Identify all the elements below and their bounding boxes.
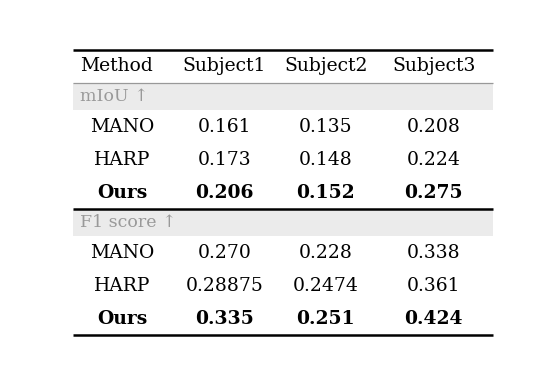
Text: 0.335: 0.335	[195, 310, 253, 328]
Text: 0.338: 0.338	[407, 244, 460, 262]
Text: HARP: HARP	[94, 150, 151, 169]
Text: 0.208: 0.208	[407, 118, 461, 136]
Text: 0.228: 0.228	[299, 244, 353, 262]
Text: MANO: MANO	[91, 118, 155, 136]
Bar	[73, 236, 492, 269]
Text: 0.28875: 0.28875	[185, 277, 263, 295]
Text: 0.173: 0.173	[198, 150, 251, 169]
Text: 0.424: 0.424	[405, 310, 463, 328]
Bar	[73, 176, 492, 209]
Text: 0.148: 0.148	[299, 150, 353, 169]
Bar	[73, 83, 492, 110]
Bar	[73, 302, 492, 335]
Text: MANO: MANO	[91, 244, 155, 262]
Text: 0.275: 0.275	[405, 184, 463, 202]
Bar	[73, 269, 492, 302]
Text: 0.135: 0.135	[299, 118, 353, 136]
Text: 0.2474: 0.2474	[293, 277, 359, 295]
Text: 0.251: 0.251	[296, 310, 355, 328]
Text: HARP: HARP	[94, 277, 151, 295]
Text: 0.224: 0.224	[407, 150, 461, 169]
Bar	[73, 50, 492, 83]
Text: 0.152: 0.152	[296, 184, 355, 202]
Text: Ours: Ours	[97, 184, 148, 202]
Text: 0.270: 0.270	[197, 244, 251, 262]
Text: 0.206: 0.206	[195, 184, 253, 202]
Bar	[73, 110, 492, 143]
Text: mIoU ↑: mIoU ↑	[79, 88, 148, 105]
Text: Subject2: Subject2	[284, 57, 368, 76]
Text: Method: Method	[79, 57, 152, 76]
Text: Ours: Ours	[97, 310, 148, 328]
Bar	[73, 143, 492, 176]
Text: 0.161: 0.161	[198, 118, 251, 136]
Text: Subject1: Subject1	[183, 57, 266, 76]
Text: 0.361: 0.361	[407, 277, 460, 295]
Bar	[73, 209, 492, 236]
Text: Subject3: Subject3	[392, 57, 475, 76]
Text: F1 score ↑: F1 score ↑	[79, 214, 176, 231]
